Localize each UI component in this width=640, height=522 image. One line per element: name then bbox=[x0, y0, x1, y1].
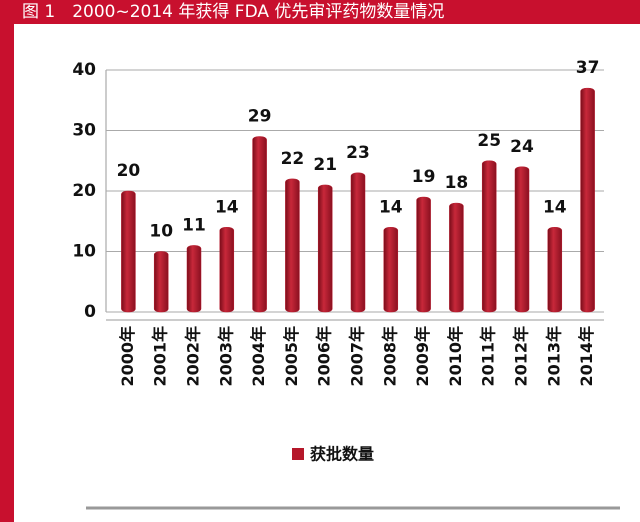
value-label: 24 bbox=[510, 137, 534, 157]
x-tick-label: 2008年 bbox=[380, 326, 399, 387]
x-tick-label: 2009年 bbox=[413, 326, 432, 387]
value-label: 20 bbox=[117, 161, 141, 181]
chart-title: 图 1 2000~2014 年获得 FDA 优先审评药物数量情况 bbox=[22, 2, 444, 22]
bar bbox=[580, 87, 595, 313]
bar bbox=[317, 184, 333, 313]
x-tick-label: 2013年 bbox=[544, 326, 563, 387]
value-label: 18 bbox=[445, 173, 469, 193]
legend-label: 获批数量 bbox=[310, 445, 374, 464]
value-label: 14 bbox=[215, 197, 239, 217]
bar bbox=[481, 160, 497, 313]
x-tick-label: 2005年 bbox=[282, 326, 301, 387]
x-tick-label: 2012年 bbox=[512, 326, 531, 387]
value-label: 22 bbox=[281, 149, 305, 169]
bar bbox=[285, 178, 300, 313]
bar bbox=[514, 166, 530, 313]
y-tick-label: 10 bbox=[72, 242, 96, 262]
bar bbox=[252, 136, 267, 313]
value-label: 14 bbox=[543, 197, 567, 217]
value-label: 14 bbox=[379, 197, 403, 217]
legend-swatch bbox=[292, 448, 304, 460]
value-label: 23 bbox=[346, 143, 370, 163]
value-label: 25 bbox=[477, 131, 501, 151]
header-bar bbox=[0, 0, 640, 24]
value-label: 10 bbox=[149, 222, 173, 242]
bar bbox=[121, 190, 136, 313]
value-label: 19 bbox=[412, 167, 436, 187]
bar bbox=[416, 196, 431, 313]
bar bbox=[449, 202, 464, 313]
bar bbox=[153, 251, 169, 313]
bar bbox=[186, 245, 202, 313]
x-tick-label: 2000年 bbox=[118, 326, 137, 387]
value-label: 37 bbox=[576, 58, 600, 78]
bar bbox=[383, 227, 399, 313]
y-tick-label: 30 bbox=[72, 121, 96, 141]
x-tick-label: 2014年 bbox=[577, 326, 596, 387]
value-label: 11 bbox=[182, 215, 206, 235]
bar bbox=[350, 172, 366, 313]
x-tick-label: 2007年 bbox=[348, 326, 367, 387]
x-tick-label: 2011年 bbox=[479, 326, 498, 387]
x-tick-label: 2004年 bbox=[249, 326, 268, 387]
x-tick-label: 2006年 bbox=[315, 326, 334, 387]
y-tick-label: 40 bbox=[72, 60, 96, 80]
x-tick-label: 2001年 bbox=[151, 326, 170, 387]
value-label: 21 bbox=[313, 155, 337, 175]
left-strip bbox=[0, 0, 14, 522]
bar bbox=[547, 227, 563, 313]
x-tick-label: 2010年 bbox=[446, 326, 465, 387]
bar bbox=[219, 227, 235, 313]
x-tick-label: 2002年 bbox=[184, 326, 203, 387]
value-label: 29 bbox=[248, 107, 272, 127]
y-tick-label: 0 bbox=[84, 302, 96, 322]
y-tick-label: 20 bbox=[72, 181, 96, 201]
x-tick-label: 2003年 bbox=[216, 326, 235, 387]
